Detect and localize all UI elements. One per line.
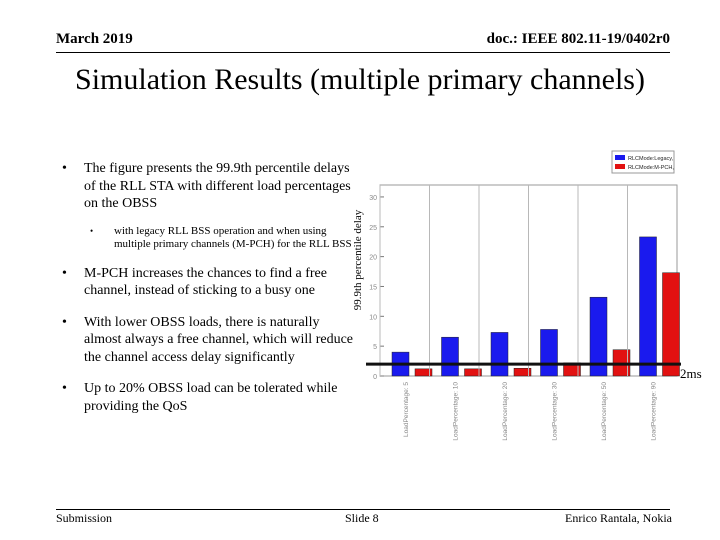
footer-divider — [56, 509, 670, 510]
bullet-text: With lower OBSS loads, there is naturall… — [84, 314, 354, 365]
threshold-label: 2ms — [680, 366, 702, 381]
y-tick-label: 25 — [369, 225, 377, 232]
bar-legacy — [490, 332, 509, 377]
bar-mpch — [662, 272, 680, 377]
legend-label: RLCMode:M-PCH, — [628, 165, 674, 171]
y-tick-label: 5 — [373, 344, 377, 351]
legend-swatch — [615, 155, 625, 160]
footer-submission: Submission — [56, 511, 113, 525]
bullet-item: • With lower OBSS loads, there is natural… — [62, 314, 354, 365]
bullet-text: Up to 20% OBSS load can be tolerated whi… — [84, 381, 338, 414]
header-date: March 2019 — [56, 31, 133, 47]
y-tick-label: 20 — [369, 255, 377, 262]
bar-legacy — [441, 336, 459, 377]
bar-legacy — [540, 329, 558, 377]
bullet-item: • Up to 20% OBSS load can be tolerated wh… — [62, 381, 338, 414]
x-tick-label: LoadPercentage: 90 — [650, 382, 657, 441]
y-tick-label: 15 — [369, 284, 377, 291]
x-tick-label: LoadPercentage: 30 — [551, 382, 558, 441]
bar-mpch — [464, 368, 482, 377]
y-tick-label: 30 — [369, 195, 377, 202]
x-tick-label: LoadPercentage: 10 — [452, 382, 459, 441]
bullet-item: • The figure presents the 99.9th percenti… — [62, 161, 351, 211]
x-tick-label: LoadPercentage: 50 — [601, 382, 608, 441]
delay-bar-chart: 0 5 10 15 20 25 30 LoadPercentage: 5 LoadPercent… — [366, 150, 681, 441]
y-tick-label: 10 — [369, 314, 377, 321]
x-tick-label: LoadPercentage: 5 — [403, 382, 410, 437]
y-tick-label: 0 — [373, 374, 377, 381]
y-axis-label-text: 99.9th percentile delay — [352, 209, 364, 310]
x-tick-label: LoadPercentage: 20 — [502, 382, 509, 441]
legend-swatch — [615, 164, 625, 169]
sub-bullet-item: • with legacy RLL BSS operation and when … — [90, 224, 352, 250]
y-axis-label: 99.9th percentile delay — [350, 182, 366, 337]
bar-legacy — [589, 296, 608, 377]
bar-mpch — [414, 368, 433, 377]
legend-label: RLCMode:Legacy, — [628, 156, 674, 162]
bar-mpch — [513, 367, 532, 377]
footer-author: Enrico Rantala, Nokia — [565, 511, 672, 525]
bullet-item: • M-PCH increases the chances to find a f… — [62, 265, 327, 299]
bullet-text: M-PCH increases the chances to find a fr… — [84, 265, 327, 299]
sub-bullet-text: with legacy RLL BSS operation and when u… — [114, 224, 352, 250]
header-divider — [56, 52, 670, 53]
bullet-list: • The figure presents the 99.9th percenti… — [56, 160, 356, 415]
footer-slide-number: Slide 8 — [345, 511, 379, 525]
header-doc-id: doc.: IEEE 802.11-19/0402r0 — [486, 31, 670, 47]
slide-title: Simulation Results (multiple primary cha… — [75, 63, 645, 96]
bullet-text: The figure presents the 99.9th percentil… — [84, 161, 351, 211]
bar-legacy — [639, 236, 657, 377]
legend-box — [611, 150, 675, 174]
